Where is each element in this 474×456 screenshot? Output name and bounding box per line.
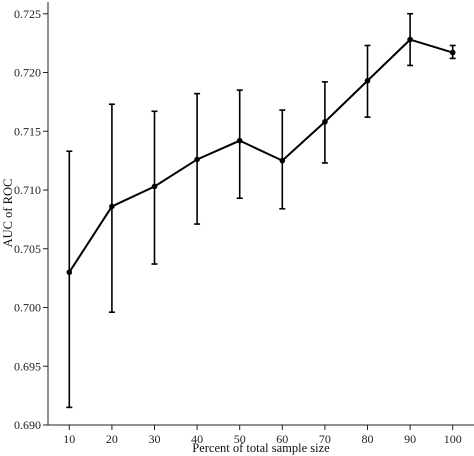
series-line bbox=[68, 38, 453, 273]
data-point bbox=[66, 269, 73, 276]
x-tick-label: 90 bbox=[404, 432, 416, 446]
data-point bbox=[364, 77, 371, 84]
error-bars bbox=[66, 12, 456, 409]
y-axis-title: AUC of ROC bbox=[1, 179, 15, 248]
data-point bbox=[109, 203, 115, 210]
y-tick-label: 0.715 bbox=[14, 124, 41, 138]
y-tick-label: 0.725 bbox=[14, 7, 41, 21]
data-point bbox=[236, 137, 243, 144]
y-tick-label: 0.700 bbox=[14, 301, 41, 315]
data-point bbox=[151, 183, 158, 190]
y-tick-label: 0.720 bbox=[14, 66, 41, 80]
x-tick-label: 20 bbox=[106, 432, 118, 446]
y-tick-label: 0.690 bbox=[14, 418, 41, 432]
data-point bbox=[194, 156, 200, 163]
data-points bbox=[66, 36, 456, 276]
y-tick-label: 0.695 bbox=[14, 359, 41, 373]
x-axis-title: Percent of total sample size bbox=[192, 441, 330, 455]
x-axis-ticks: 10 20 30 40 50 60 70 80 90 100 bbox=[63, 425, 462, 446]
x-tick-label: 40 bbox=[191, 432, 203, 446]
x-tick-label: 30 bbox=[149, 432, 161, 446]
data-point bbox=[449, 49, 456, 56]
data-point bbox=[322, 119, 328, 125]
data-point bbox=[279, 157, 286, 164]
x-tick-label: 80 bbox=[362, 432, 374, 446]
data-point bbox=[407, 36, 413, 43]
x-tick-label: 60 bbox=[276, 432, 288, 446]
x-tick-label: 50 bbox=[234, 432, 246, 446]
x-tick-label: 10 bbox=[63, 432, 75, 446]
y-tick-label: 0.710 bbox=[14, 183, 41, 197]
x-tick-label: 70 bbox=[319, 432, 331, 446]
y-tick-label: 0.705 bbox=[14, 242, 41, 256]
y-axis-ticks: 0.690 0.695 0.700 0.705 0.710 0.715 0.720 0.725 bbox=[14, 7, 48, 432]
x-tick-label: 100 bbox=[444, 432, 462, 446]
